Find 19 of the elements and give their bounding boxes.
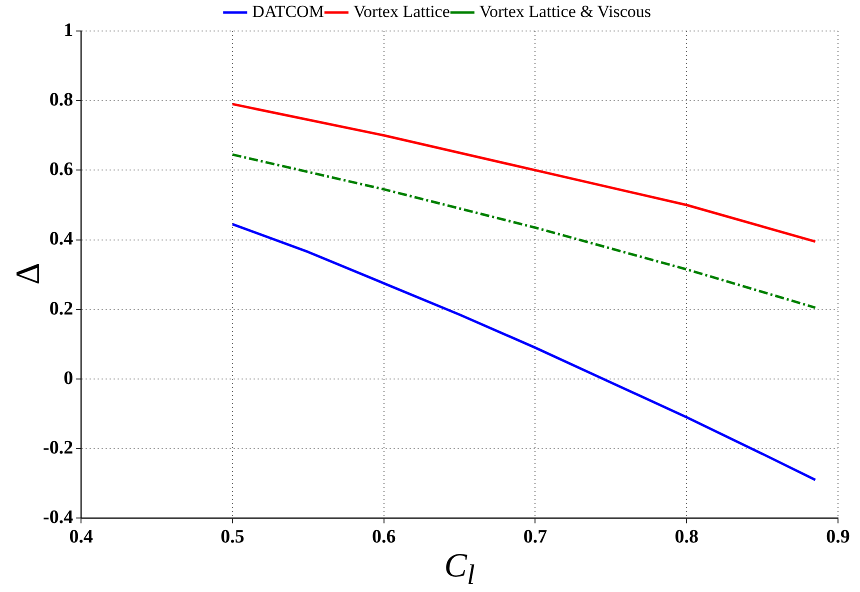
y-tick-label: -0.4 bbox=[43, 507, 74, 528]
x-tick-label: 0.5 bbox=[220, 526, 244, 548]
legend-label: DATCOM bbox=[252, 2, 324, 21]
y-tick-label: 0.8 bbox=[49, 90, 74, 111]
legend-label: Vortex Lattice & Viscous bbox=[479, 2, 652, 21]
y-tick-label: 1 bbox=[64, 20, 74, 41]
y-axis-title: Δ bbox=[10, 262, 47, 285]
x-axis-title: C$_{l}$ bbox=[444, 548, 475, 592]
y-tick-label: -0.2 bbox=[43, 438, 74, 459]
x-tick-label: 0.7 bbox=[523, 526, 548, 548]
y-tick-label: 0.6 bbox=[49, 159, 74, 180]
legend-label: Vortex Lattice bbox=[353, 2, 450, 21]
x-tick-label: 0.6 bbox=[372, 526, 396, 548]
y-tick-label: 0.4 bbox=[49, 228, 74, 250]
x-tick-label: 0.9 bbox=[826, 526, 850, 548]
line-series bbox=[231, 153, 817, 309]
y-tick-label: 0.2 bbox=[49, 298, 74, 320]
x-tick-label: 0.8 bbox=[674, 526, 698, 548]
y-tick-label: 0 bbox=[64, 368, 74, 389]
